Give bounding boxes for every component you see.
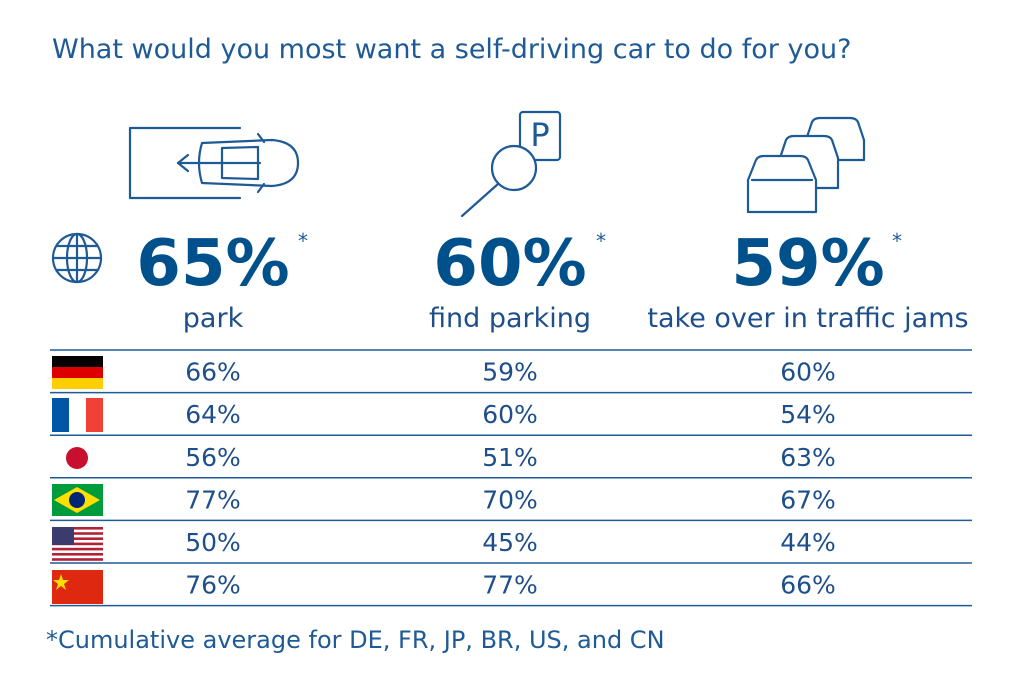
cell: 60% xyxy=(482,400,538,429)
flag-fr xyxy=(52,398,103,432)
headline-note: * xyxy=(892,229,902,253)
flag-us xyxy=(52,527,103,561)
cell: 70% xyxy=(482,485,538,514)
cell: 64% xyxy=(185,400,241,429)
parking-sign: P xyxy=(530,116,549,154)
cell: 44% xyxy=(780,528,836,557)
flag-jp xyxy=(66,447,88,469)
cell: 77% xyxy=(185,485,241,514)
cell: 66% xyxy=(780,571,836,600)
headline-value: 65% xyxy=(136,227,289,301)
cell: 77% xyxy=(482,571,538,600)
cell: 59% xyxy=(482,358,538,387)
headline-note: * xyxy=(298,229,308,253)
cell: 51% xyxy=(482,443,538,472)
cell: 67% xyxy=(780,485,836,514)
cell: 45% xyxy=(482,528,538,557)
flag-br xyxy=(52,484,103,516)
cell: 63% xyxy=(780,443,836,472)
cell: 50% xyxy=(185,528,241,557)
headline-note: * xyxy=(596,229,606,253)
headline-label: park xyxy=(183,303,244,334)
find-parking-icon xyxy=(460,110,562,218)
globe-icon xyxy=(51,232,103,284)
flag-de xyxy=(52,356,103,389)
cell: 66% xyxy=(185,358,241,387)
title: What would you most want a self-driving … xyxy=(52,34,851,65)
headline-value: 59% xyxy=(731,227,884,301)
headline-label: find parking xyxy=(429,303,591,334)
cell: 54% xyxy=(780,400,836,429)
flag-cn xyxy=(52,570,103,604)
cell: 76% xyxy=(185,571,241,600)
footnote: *Cumulative average for DE, FR, JP, BR, … xyxy=(46,626,665,654)
cell: 56% xyxy=(185,443,241,472)
traffic-jam-icon xyxy=(746,116,866,214)
park-icon xyxy=(128,126,300,200)
headline-label: take over in traffic jams xyxy=(647,303,968,334)
cell: 60% xyxy=(780,358,836,387)
headline-value: 60% xyxy=(433,227,586,301)
